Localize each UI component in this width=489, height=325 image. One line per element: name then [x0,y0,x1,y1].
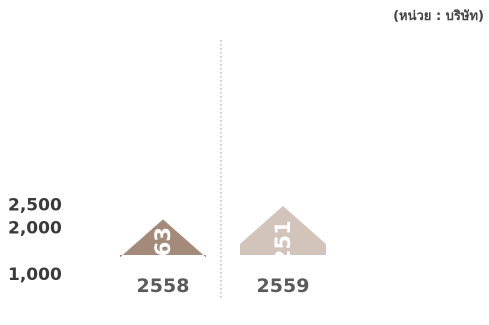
bars: 1,963 2,251 [120,206,326,293]
y-tick-label: 1,000 [8,265,62,285]
x-tick-label: 2558 [137,275,190,297]
x-axis-ticks: 2558 2559 [137,275,310,297]
y-axis-ticks: 1,000 2,000 2,500 [8,195,62,284]
y-tick-label: 2,500 [8,195,62,215]
bar-value-label: 1,963 [151,227,175,293]
unit-label: (หน่วย : บริษัท) [393,9,484,24]
x-tick-label: 2559 [257,275,310,297]
bar-value-label: 2,251 [271,220,295,286]
bar-2558 [120,219,206,258]
y-tick-label: 2,000 [8,219,62,239]
bar-2559 [240,206,326,255]
